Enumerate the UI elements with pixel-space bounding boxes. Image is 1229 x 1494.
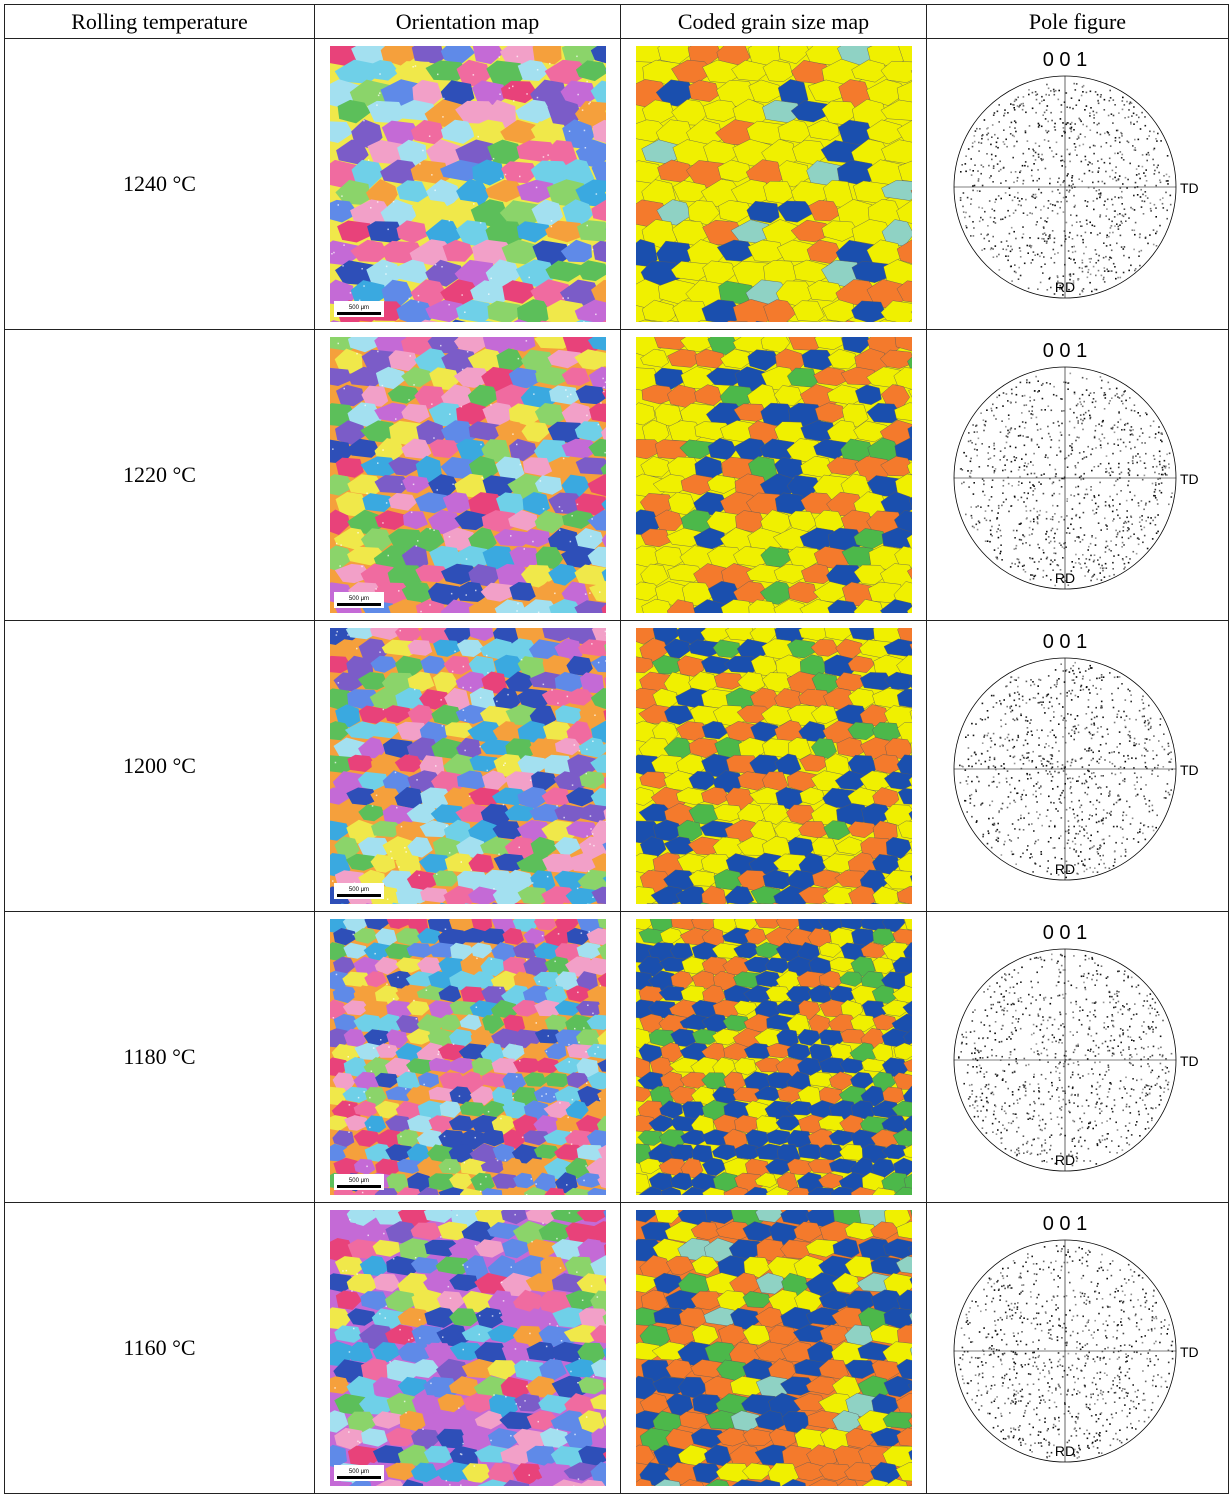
orientation-map: 500 μm [330,337,606,613]
rd-label: RD [1054,1152,1074,1168]
coded-grain-size-map [636,628,912,904]
temperature-label: 1240 °C [123,171,196,196]
rd-label: RD [1054,1443,1074,1459]
coded-grain-size-map [636,1210,912,1486]
header-pole-figure: Pole figure [927,5,1229,39]
table-row: 1180 °C 500 μm 0 0 1 TD RD [5,912,1229,1203]
orientation-map: 500 μm [330,46,606,322]
temperature-label: 1220 °C [123,462,196,487]
pole-figure: 0 0 1 TD RD [953,624,1203,908]
header-row: Rolling temperature Orientation map Code… [5,5,1229,39]
table-row: 1160 °C 500 μm 0 0 1 TD RD [5,1203,1229,1494]
table-row: 1220 °C 500 μm 0 0 1 TD RD [5,330,1229,621]
orientation-map: 500 μm [330,1210,606,1486]
orientation-map: 500 μm [330,628,606,904]
temperature-cell: 1180 °C [5,912,315,1203]
td-label: TD [1180,762,1199,778]
pole-figure-title: 0 0 1 [1042,922,1086,944]
scale-bar-label: 500 μm [348,305,368,311]
pole-figure: 0 0 1 TD RD [953,333,1203,617]
td-label: TD [1180,471,1199,487]
pole-figure: 0 0 1 TD RD [953,1206,1203,1490]
rd-label: RD [1054,570,1074,586]
scale-bar-label: 500 μm [348,1469,368,1475]
header-grain-size-map: Coded grain size map [621,5,927,39]
table-row: 1200 °C 500 μm 0 0 1 TD RD [5,621,1229,912]
pole-figure-title: 0 0 1 [1042,49,1086,71]
temperature-cell: 1200 °C [5,621,315,912]
pole-figure-title: 0 0 1 [1042,340,1086,362]
temperature-label: 1200 °C [123,753,196,778]
header-orientation-map: Orientation map [315,5,621,39]
temperature-cell: 1220 °C [5,330,315,621]
temperature-cell: 1160 °C [5,1203,315,1494]
coded-grain-size-map [636,919,912,1195]
temperature-label: 1160 °C [123,1335,195,1360]
td-label: TD [1180,1053,1199,1069]
scale-bar-label: 500 μm [348,596,368,602]
header-rolling-temperature: Rolling temperature [5,5,315,39]
table-row: 1240 °C 500 μm 0 0 1 TD RD [5,39,1229,330]
scale-bar-label: 500 μm [348,1178,368,1184]
pole-figure-title: 0 0 1 [1042,631,1086,653]
orientation-map: 500 μm [330,919,606,1195]
temperature-cell: 1240 °C [5,39,315,330]
rd-label: RD [1054,279,1074,295]
pole-figure-title: 0 0 1 [1042,1213,1086,1235]
scale-bar-label: 500 μm [348,887,368,893]
temperature-label: 1180 °C [123,1044,195,1069]
coded-grain-size-map [636,337,912,613]
pole-figure: 0 0 1 TD RD [953,42,1203,326]
coded-grain-size-map [636,46,912,322]
td-label: TD [1180,180,1199,196]
results-table: Rolling temperature Orientation map Code… [4,4,1229,1494]
pole-figure: 0 0 1 TD RD [953,915,1203,1199]
rd-label: RD [1054,861,1074,877]
td-label: TD [1180,1344,1199,1360]
